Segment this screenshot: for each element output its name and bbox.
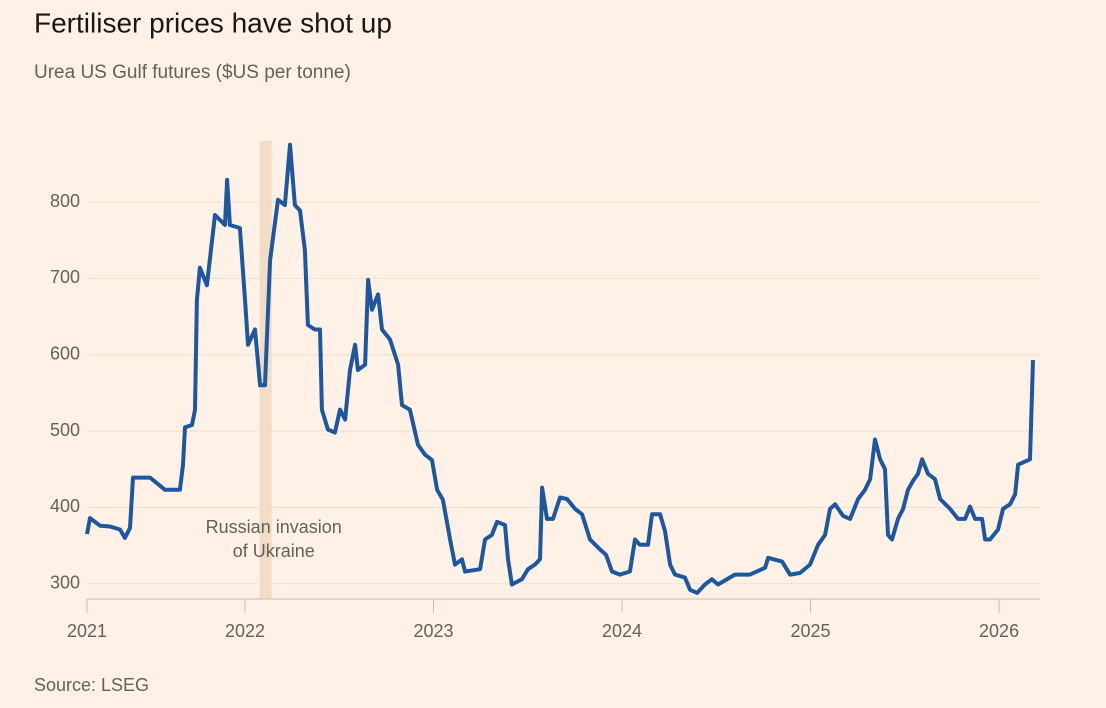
x-tick-label: 2025 xyxy=(791,621,831,641)
y-tick-label: 300 xyxy=(50,572,80,592)
y-tick-label: 700 xyxy=(50,267,80,287)
x-tick-label: 2021 xyxy=(67,621,107,641)
chart-subtitle: Urea US Gulf futures ($US per tonne) xyxy=(34,62,351,83)
x-tick-label: 2022 xyxy=(225,621,265,641)
chart-title: Fertiliser prices have shot up xyxy=(34,7,392,38)
line xyxy=(85,142,1035,595)
annotation-text: Russian invasion xyxy=(206,517,342,537)
x-tick-label: 2023 xyxy=(413,621,453,641)
x-tick-label: 2026 xyxy=(979,621,1019,641)
source: Source: LSEG xyxy=(34,675,149,695)
y-tick-label: 800 xyxy=(50,191,80,211)
y-tick-label: 600 xyxy=(50,343,80,363)
annotation-text: of Ukraine xyxy=(233,541,315,561)
x-tick-label: 2024 xyxy=(602,621,642,641)
y-tick-label: 500 xyxy=(50,420,80,440)
y-tick-label: 400 xyxy=(50,496,80,516)
